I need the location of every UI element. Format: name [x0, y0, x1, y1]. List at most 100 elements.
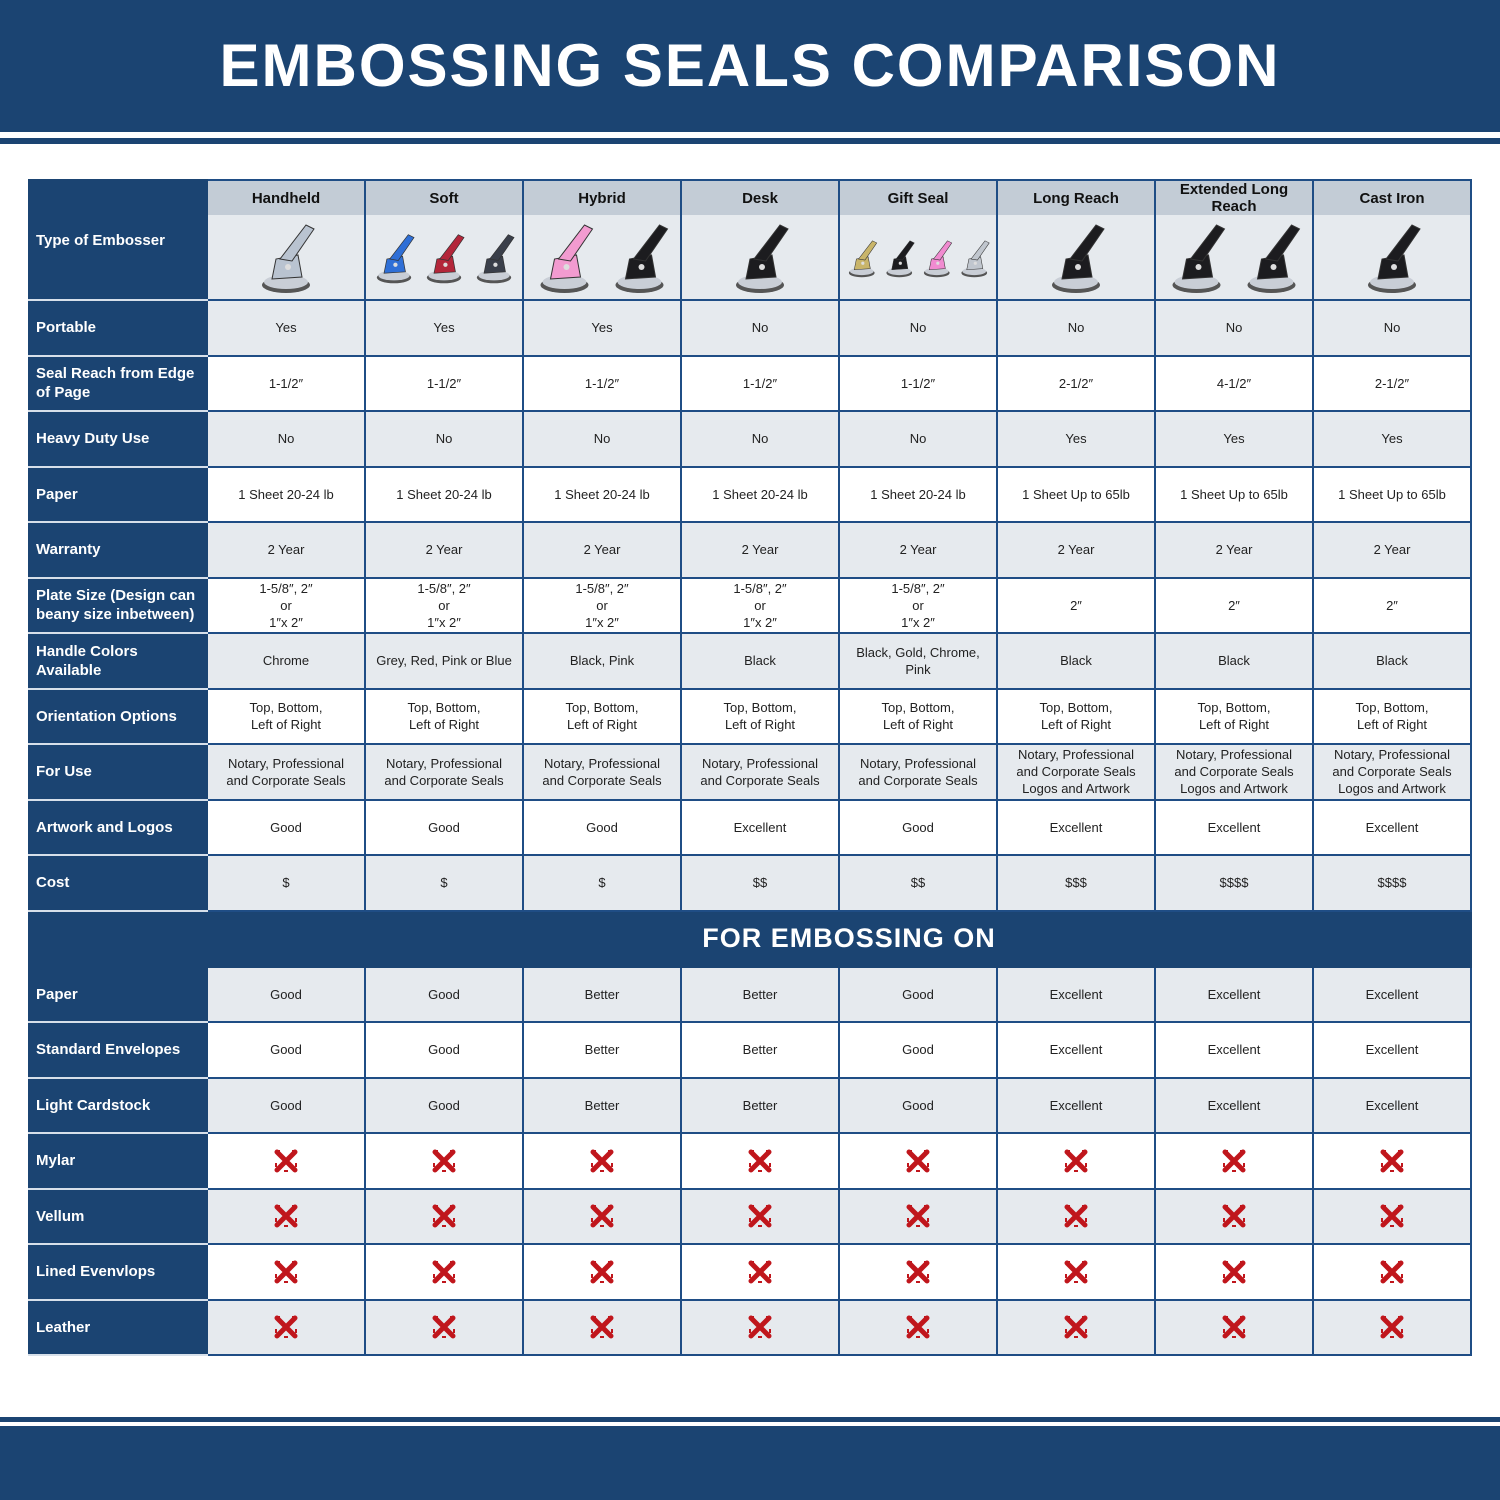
table-row: Leather: [28, 1298, 1472, 1356]
cell: Good: [522, 798, 682, 856]
cell: 1-5/8″, 2″ or 1″x 2″: [680, 576, 840, 634]
cell: Notary, Professional and Corporate Seals…: [1312, 743, 1472, 801]
cell: Good: [364, 965, 524, 1023]
cell: [522, 1298, 682, 1356]
cell: 1-5/8″, 2″ or 1″x 2″: [364, 576, 524, 634]
cell: No: [1312, 299, 1472, 357]
cell: 1-1/2″: [206, 354, 366, 412]
column-header: Extended Long Reach: [1154, 179, 1314, 215]
table-row: Orientation Options Top, Bottom, Left of …: [28, 687, 1472, 745]
cell: 1 Sheet 20-24 lb: [680, 465, 840, 523]
cell: 1 Sheet 20-24 lb: [206, 465, 366, 523]
cell: No: [522, 410, 682, 468]
cell: $: [522, 854, 682, 912]
cell: Better: [680, 965, 840, 1023]
cell: Good: [206, 798, 366, 856]
cell: 2 Year: [1154, 521, 1314, 579]
column-header: Gift Seal: [838, 179, 998, 215]
cell: Notary, Professional and Corporate Seals: [838, 743, 998, 801]
red-x-mark-icon: [273, 1148, 299, 1174]
cell: Top, Bottom, Left of Right: [1154, 687, 1314, 745]
row-label: Leather: [28, 1298, 208, 1356]
cell: [680, 1298, 840, 1356]
cell: 2 Year: [838, 521, 998, 579]
cell: Good: [838, 1076, 998, 1134]
row-label: Artwork and Logos: [28, 798, 208, 856]
embosser-image: [206, 215, 366, 301]
column-header: Soft: [364, 179, 524, 215]
red-x-mark-icon: [1379, 1203, 1405, 1229]
cell: Good: [838, 1021, 998, 1079]
comparison-table: Type of Embosser Handheld Soft Hybrid Desk Gi…: [28, 179, 1472, 1356]
cell: 1 Sheet 20-24 lb: [838, 465, 998, 523]
cell: Excellent: [1154, 1076, 1314, 1134]
table-row: Artwork and Logos Good Good Good Excellent Go…: [28, 798, 1472, 856]
embosser-image: [838, 215, 998, 301]
cell: $$: [680, 854, 840, 912]
red-x-mark-icon: [273, 1203, 299, 1229]
cell: [522, 1243, 682, 1301]
red-x-mark-icon: [273, 1314, 299, 1340]
cell: Excellent: [1312, 798, 1472, 856]
red-x-mark-icon: [905, 1148, 931, 1174]
red-x-mark-icon: [1379, 1148, 1405, 1174]
red-x-mark-icon: [1063, 1314, 1089, 1340]
red-x-mark-icon: [589, 1314, 615, 1340]
row-label: Vellum: [28, 1187, 208, 1245]
cell: Excellent: [1312, 1021, 1472, 1079]
footer-band: [0, 1426, 1500, 1500]
column-header: Handheld: [206, 179, 366, 215]
cell: 2 Year: [680, 521, 840, 579]
cell: No: [996, 299, 1156, 357]
cell: [1312, 1298, 1472, 1356]
cell: [364, 1243, 524, 1301]
cell: No: [206, 410, 366, 468]
cell: 2 Year: [206, 521, 366, 579]
cell: Yes: [1312, 410, 1472, 468]
red-x-mark-icon: [589, 1259, 615, 1285]
cell: No: [680, 410, 840, 468]
cell: [1312, 1187, 1472, 1245]
cell: [1154, 1298, 1314, 1356]
row-label: Warranty: [28, 521, 208, 579]
cell: 2 Year: [1312, 521, 1472, 579]
cell: Excellent: [996, 798, 1156, 856]
red-x-mark-icon: [1063, 1148, 1089, 1174]
red-x-mark-icon: [589, 1203, 615, 1229]
red-x-mark-icon: [1221, 1148, 1247, 1174]
red-x-mark-icon: [1221, 1203, 1247, 1229]
cell: 1-1/2″: [680, 354, 840, 412]
cell: Good: [206, 1021, 366, 1079]
red-x-mark-icon: [273, 1259, 299, 1285]
cell: [206, 1132, 366, 1190]
cell: [364, 1132, 524, 1190]
cell: [838, 1298, 998, 1356]
row-label: Handle Colors Available: [28, 632, 208, 690]
table-row: Heavy Duty Use No No No No No Yes Yes Yes: [28, 410, 1472, 468]
row-label: Mylar: [28, 1132, 208, 1190]
cell: 1-1/2″: [364, 354, 524, 412]
cell: 2″: [1154, 576, 1314, 634]
cell: Good: [364, 1076, 524, 1134]
red-x-mark-icon: [905, 1259, 931, 1285]
red-x-mark-icon: [1063, 1259, 1089, 1285]
column-header: Desk: [680, 179, 840, 215]
cell: Better: [522, 965, 682, 1023]
row-label: Plate Size (Design can beany size inbetw…: [28, 576, 208, 634]
row-label: Paper: [28, 465, 208, 523]
cell: Notary, Professional and Corporate Seals…: [996, 743, 1156, 801]
red-x-mark-icon: [905, 1203, 931, 1229]
cell: Black, Pink: [522, 632, 682, 690]
red-x-mark-icon: [747, 1259, 773, 1285]
cell: Top, Bottom, Left of Right: [522, 687, 682, 745]
cell: Excellent: [1312, 965, 1472, 1023]
row-label-type: Type of Embosser: [28, 179, 208, 301]
cell: [680, 1187, 840, 1245]
header-divider: [0, 138, 1500, 144]
cell: [1154, 1132, 1314, 1190]
cell: [838, 1187, 998, 1245]
table-row: Handle Colors Available Chrome Grey, Red, …: [28, 632, 1472, 690]
cell: Excellent: [1154, 965, 1314, 1023]
cell: [1312, 1243, 1472, 1301]
cell: Top, Bottom, Left of Right: [996, 687, 1156, 745]
